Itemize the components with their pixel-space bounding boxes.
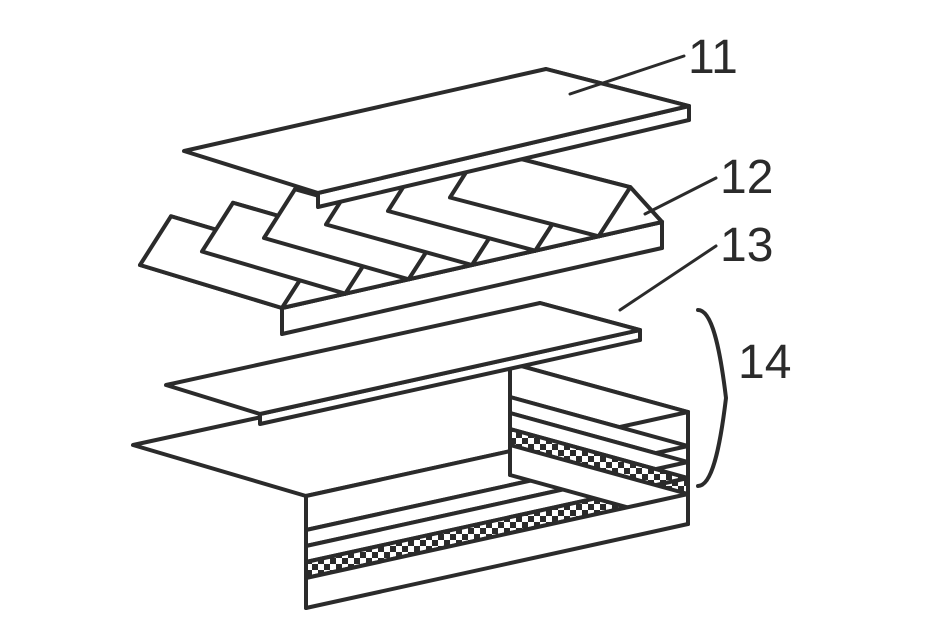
label-14: 14 bbox=[738, 335, 791, 390]
exploded-diagram bbox=[0, 0, 932, 635]
label-13: 13 bbox=[720, 218, 773, 273]
label-12: 12 bbox=[720, 150, 773, 205]
label-11: 11 bbox=[688, 30, 738, 85]
